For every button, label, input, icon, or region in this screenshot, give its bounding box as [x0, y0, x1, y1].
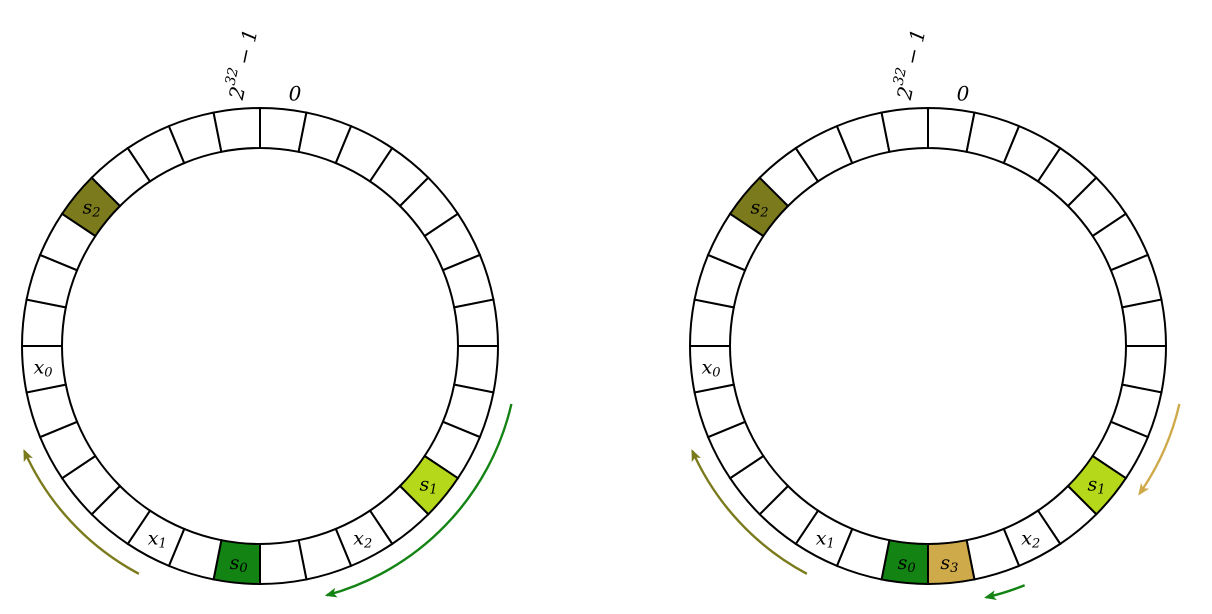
server-label-s0: s0: [230, 552, 248, 576]
mapping-arrow: [1138, 403, 1181, 496]
key-label-x1-subscript: 1: [826, 536, 834, 551]
ring-slot: [259, 539, 308, 586]
server-label-s0-subscript: 0: [907, 560, 915, 575]
server-label-s2-subscript: 2: [759, 205, 768, 220]
max-label-base: 2: [224, 84, 250, 102]
key-label-x1: x1: [816, 527, 835, 551]
server-label-s2-symbol: s: [750, 197, 760, 219]
server-label-s1-symbol: s: [1087, 473, 1097, 495]
key-label-x1-symbol: x: [816, 527, 827, 549]
key-label-x2: x2: [353, 527, 372, 551]
key-label-x2-subscript: 2: [363, 536, 372, 551]
key-label-x1-symbol: x: [148, 527, 159, 549]
key-label-x0: x0: [34, 356, 53, 380]
key-label-x2-symbol: x: [353, 527, 364, 549]
server-label-s0: s0: [898, 552, 916, 576]
key-label-x2: x2: [1021, 527, 1040, 551]
server-label-s0-symbol: s: [898, 552, 908, 574]
ring-slots: [20, 106, 500, 586]
key-label-x0-subscript: 0: [44, 365, 52, 380]
server-label-s2-symbol: s: [82, 197, 92, 219]
server-label-s3-subscript: 3: [950, 560, 958, 575]
ring-zero-label: 0: [957, 81, 970, 105]
mapping-arrow: [984, 584, 1026, 601]
max-label-exponent: 32: [223, 66, 242, 87]
server-label-s1: s1: [1087, 473, 1105, 497]
key-label-x0-symbol: x: [702, 356, 713, 378]
key-label-x1: x1: [148, 527, 167, 551]
max-label-rest: − 1: [899, 27, 930, 67]
key-label-x0-subscript: 0: [712, 365, 720, 380]
server-label-s0-subscript: 0: [239, 560, 247, 575]
ring-slot: [453, 298, 500, 347]
mapping-arrow: [691, 449, 808, 575]
key-label-x1-subscript: 1: [158, 536, 166, 551]
server-label-s2-subscript: 2: [91, 205, 100, 220]
ring-slot: [1121, 298, 1168, 347]
server-label-s1-subscript: 1: [429, 482, 437, 497]
ring-max-label: 232− 1: [888, 26, 930, 103]
server-label-s1-symbol: s: [419, 473, 429, 495]
max-label-rest: − 1: [231, 27, 262, 67]
key-label-x0: x0: [702, 356, 721, 380]
max-label-exponent: 32: [891, 66, 910, 87]
server-label-s2: s2: [82, 197, 100, 221]
mapping-arrow: [324, 403, 513, 598]
server-label-s1: s1: [419, 473, 437, 497]
ring-max-label: 232− 1: [220, 26, 262, 103]
server-label-s2: s2: [750, 197, 768, 221]
ring-slot: [880, 106, 929, 153]
ring-zero-label: 0: [289, 81, 302, 105]
key-label-x0-symbol: x: [34, 356, 45, 378]
ring-slots: [688, 106, 1168, 586]
server-label-s0-symbol: s: [230, 552, 240, 574]
key-label-x2-symbol: x: [1021, 527, 1032, 549]
server-label-s1-subscript: 1: [1097, 482, 1105, 497]
server-label-s3-symbol: s: [940, 552, 950, 574]
mapping-arrow: [23, 449, 140, 575]
server-label-s3: s3: [940, 552, 958, 576]
max-label-base: 2: [892, 84, 918, 102]
key-label-x2-subscript: 2: [1031, 536, 1040, 551]
ring-slot: [212, 106, 261, 153]
